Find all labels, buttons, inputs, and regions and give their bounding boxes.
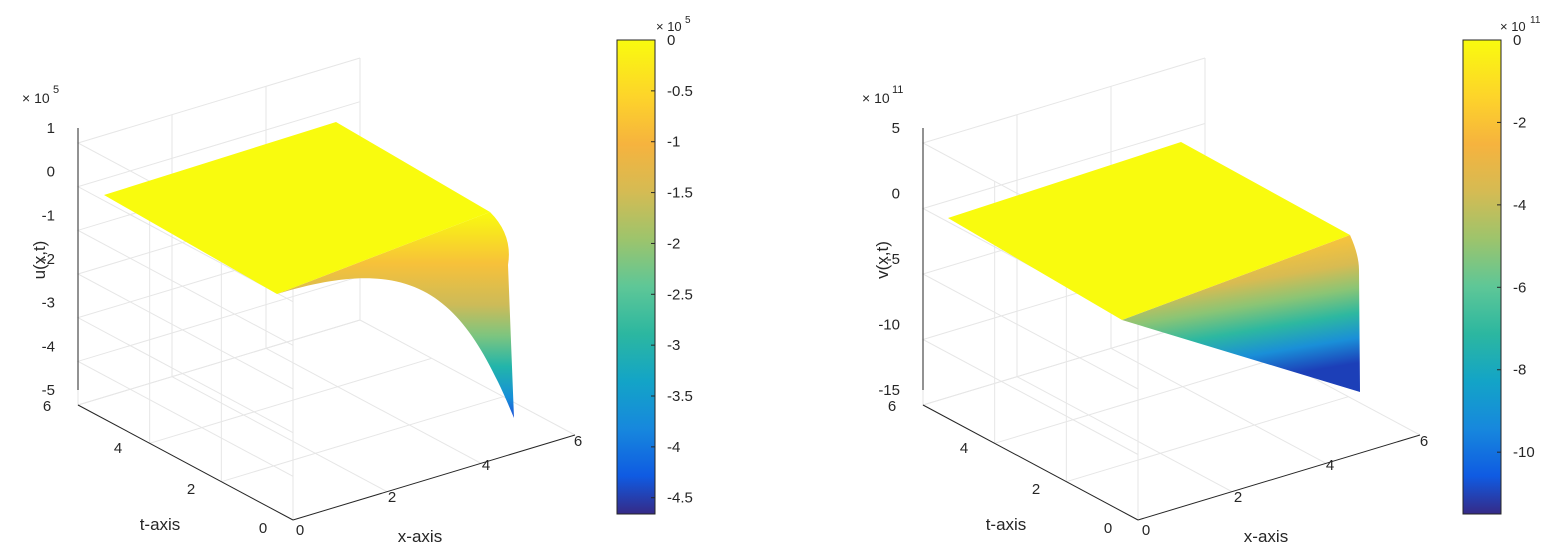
colorbar-exponent-base: × 10 — [1500, 19, 1526, 34]
axes — [77, 128, 576, 521]
floor-grid-line — [1066, 396, 1349, 483]
z-tick-label: -2 — [42, 251, 55, 268]
z-tick-label: 0 — [892, 186, 900, 203]
colorbar-gradient — [616, 39, 656, 515]
x-tick-label: 4 — [482, 457, 490, 474]
colorbar: 0 -0.5 -1 -1.5 -2 -2.5 -3 -3.5 -4 -4.5 × 10 5 — [616, 15, 693, 515]
floor-grid-line — [994, 357, 1277, 444]
floor-grid-line — [221, 396, 504, 483]
t-tick-label: 0 — [259, 520, 267, 537]
t-axis-label: t-axis — [986, 515, 1027, 534]
z-tick-label: 0 — [47, 164, 55, 181]
colorbar-tick-label: -4 — [1513, 197, 1526, 214]
colorbar-tick-label: -4.5 — [667, 490, 693, 507]
x-axis-line — [292, 434, 576, 521]
colorbar-tick-label: 0 — [667, 32, 675, 49]
t-tick-label: 6 — [43, 398, 51, 415]
surface-flat-region — [104, 122, 490, 294]
floor-grid-line — [359, 319, 576, 436]
x-tick-label: 6 — [1420, 433, 1428, 450]
wall-grid-line — [76, 319, 361, 521]
colorbar-tick-label: -3 — [667, 337, 680, 354]
surface — [104, 122, 514, 418]
x-axis-line — [1137, 434, 1421, 521]
floor-grid-line — [149, 357, 432, 444]
axes — [922, 128, 1421, 521]
t-tick-label: 4 — [960, 440, 968, 457]
colorbar-tick-label: -10 — [1513, 444, 1535, 461]
t-tick-label: 0 — [1104, 520, 1112, 537]
colorbar-tick-label: -2 — [667, 235, 680, 252]
z-tick-label: 5 — [892, 120, 900, 137]
colorbar-exponent: 11 — [1530, 15, 1541, 26]
surface-flat-region — [948, 142, 1350, 320]
colorbar-tick-label: -6 — [1513, 279, 1526, 296]
z-exponent: 5 — [53, 84, 59, 96]
colorbar-tick-label: 0 — [1513, 32, 1521, 49]
colorbar-exponent-base: × 10 — [656, 19, 682, 34]
floor-grid-line — [1110, 347, 1327, 464]
z-exponent: 11 — [892, 84, 903, 96]
floor-grid-line — [171, 376, 388, 493]
colorbar-exponent: 5 — [685, 15, 691, 26]
x-tick-label: 2 — [388, 489, 396, 506]
colorbar-tick-label: -1.5 — [667, 185, 693, 202]
tick-labels: 0 2 4 6 0 2 4 6 1 0 -1 -2 -3 -4 -5 × 10 5 — [22, 84, 582, 539]
surface-drop-region — [1122, 235, 1360, 392]
z-exponent-base: × 10 — [22, 90, 50, 106]
z-tick-label: -3 — [42, 295, 55, 312]
z-tick-label: -5 — [887, 251, 900, 268]
t-axis-label: t-axis — [140, 515, 181, 534]
t-tick-label: 2 — [1032, 481, 1040, 498]
x-tick-label: 2 — [1234, 489, 1242, 506]
t-tick-label: 2 — [187, 481, 195, 498]
colorbar-tick-label: -1 — [667, 134, 680, 151]
z-tick-label: -10 — [878, 317, 900, 334]
z-axis-label: v(x,t) — [873, 241, 892, 279]
colorbar: 0 -2 -4 -6 -8 -10 × 10 11 — [1462, 15, 1541, 515]
z-exponent-base: × 10 — [862, 90, 890, 106]
x-tick-label: 4 — [1326, 457, 1334, 474]
z-tick-label: -15 — [878, 382, 900, 399]
z-tick-label: 1 — [47, 120, 55, 137]
x-tick-label: 0 — [1142, 522, 1150, 539]
x-tick-label: 0 — [296, 522, 304, 539]
colorbar-tick-label: -2.5 — [667, 286, 693, 303]
x-axis-label: x-axis — [1244, 527, 1288, 546]
x-tick-label: 6 — [574, 433, 582, 450]
t-tick-label: 6 — [888, 398, 896, 415]
colorbar-gradient — [1462, 39, 1502, 515]
t-axis-line — [77, 404, 294, 521]
tick-labels: 0 2 4 6 0 2 4 6 5 0 -5 -10 -15 × 10 11 — [862, 84, 1428, 539]
t-axis-line — [922, 404, 1139, 521]
floor-grid-line — [265, 347, 482, 464]
surface — [948, 142, 1360, 392]
colorbar-tick-label: -0.5 — [667, 83, 693, 100]
t-tick-label: 4 — [114, 440, 122, 457]
x-axis-label: x-axis — [398, 527, 442, 546]
z-tick-label: -5 — [42, 382, 55, 399]
z-axis-label: u(x,t) — [30, 241, 49, 280]
surface-drop-region — [277, 212, 514, 418]
colorbar-tick-label: -8 — [1513, 362, 1526, 379]
floor-grid-line — [1016, 376, 1233, 493]
z-tick-label: -4 — [42, 338, 55, 355]
z-tick-label: -1 — [42, 207, 55, 224]
wall-grid-line — [921, 319, 1206, 521]
colorbar-tick-label: -2 — [1513, 114, 1526, 131]
colorbar-tick-label: -4 — [667, 439, 680, 456]
colorbar-tick-label: -3.5 — [667, 388, 693, 405]
